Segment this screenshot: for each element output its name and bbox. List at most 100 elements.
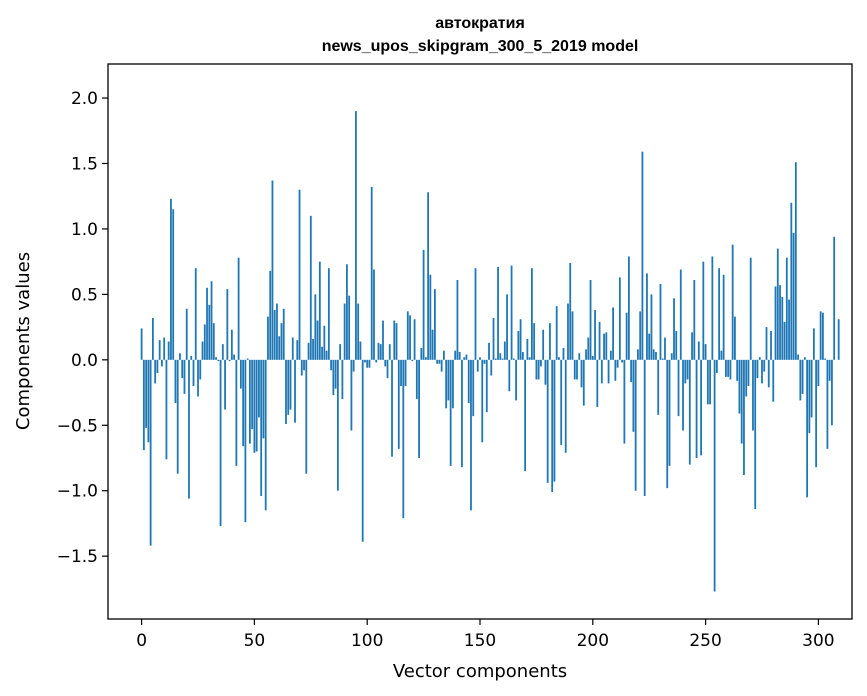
bar-136 [447, 359, 450, 401]
bar-229 [657, 359, 660, 415]
bar-285 [783, 321, 786, 360]
bar-129 [431, 329, 434, 360]
bar-192 [573, 359, 576, 380]
bar-269 [747, 359, 750, 387]
bar-3 [147, 359, 150, 443]
bar-77 [314, 294, 317, 360]
bar-59 [273, 310, 276, 360]
bar-227 [652, 349, 655, 360]
bar-152 [483, 359, 486, 364]
bar-271 [752, 359, 754, 431]
bar-92 [348, 295, 351, 360]
bar-134 [443, 350, 445, 360]
bar-216 [627, 256, 630, 360]
bar-257 [720, 350, 723, 360]
bar-309 [837, 319, 840, 360]
bar-73 [305, 359, 308, 474]
bar-300 [817, 359, 820, 387]
bar-13 [170, 198, 172, 360]
bar-51 [255, 359, 258, 452]
bar-28 [203, 324, 206, 360]
bar-222 [641, 151, 644, 360]
bar-11 [165, 359, 168, 460]
bar-221 [639, 311, 642, 360]
bar-7 [156, 359, 159, 373]
bar-101 [368, 359, 371, 368]
bar-193 [576, 359, 578, 380]
bar-105 [377, 342, 380, 360]
bar-39 [228, 359, 231, 362]
bar-226 [650, 294, 653, 360]
bar-273 [756, 359, 759, 379]
bar-141 [458, 351, 461, 360]
bar-42 [235, 359, 238, 466]
bar-157 [494, 358, 497, 360]
bar-22 [190, 355, 193, 360]
bar-211 [616, 359, 619, 368]
x-tick-label: 50 [244, 631, 266, 651]
bar-288 [790, 202, 793, 360]
y-tick-label: 0.0 [71, 351, 98, 371]
bar-289 [792, 232, 795, 360]
bar-262 [731, 244, 734, 360]
bar-147 [472, 359, 475, 417]
bar-181 [549, 323, 551, 360]
bar-266 [740, 359, 743, 444]
bar-124 [420, 348, 423, 360]
bar-244 [691, 332, 693, 360]
y-tick-label: 1.0 [71, 220, 98, 240]
bar-46 [244, 359, 247, 523]
bar-26 [199, 359, 202, 380]
bar-185 [558, 357, 560, 360]
bar-27 [201, 341, 204, 360]
bar-31 [210, 281, 213, 360]
bar-83 [327, 268, 330, 360]
bar-62 [280, 323, 283, 360]
bar-180 [546, 359, 549, 483]
bar-195 [580, 359, 583, 388]
bar-68 [294, 359, 296, 423]
bar-178 [542, 329, 545, 360]
bar-139 [454, 350, 457, 360]
bar-279 [770, 331, 772, 360]
bar-106 [379, 344, 382, 360]
bar-95 [355, 111, 357, 360]
bar-299 [815, 359, 818, 468]
bar-64 [285, 359, 287, 424]
bar-194 [578, 353, 581, 360]
bar-264 [736, 359, 739, 381]
bar-155 [490, 359, 493, 376]
bar-253 [711, 256, 714, 360]
bar-137 [449, 359, 452, 466]
bar-231 [661, 358, 664, 360]
x-tick-label: 0 [136, 631, 147, 651]
bar-252 [709, 359, 711, 405]
bar-20 [185, 308, 188, 360]
bar-15 [174, 359, 177, 404]
bar-54 [262, 359, 265, 439]
bar-198 [587, 337, 590, 360]
bar-151 [481, 359, 484, 443]
bar-239 [679, 269, 682, 360]
bar-89 [341, 359, 344, 400]
y-tick-label: 0.5 [71, 285, 98, 305]
x-tick-label: 200 [577, 631, 609, 651]
bar-177 [540, 359, 542, 367]
bar-277 [765, 327, 768, 360]
bar-209 [612, 307, 614, 360]
y-tick-label: 2.0 [71, 89, 98, 109]
bar-238 [677, 359, 680, 417]
bar-38 [226, 289, 229, 360]
bar-236 [673, 298, 675, 360]
bar-282 [776, 248, 779, 360]
bar-247 [697, 341, 700, 360]
bar-241 [684, 359, 687, 384]
bar-293 [801, 359, 804, 394]
bar-21 [188, 359, 190, 499]
bar-109 [386, 359, 389, 379]
bar-86 [334, 359, 337, 389]
bar-163 [508, 359, 511, 392]
bar-233 [666, 359, 669, 489]
bar-268 [745, 359, 748, 397]
bar-303 [824, 358, 827, 360]
